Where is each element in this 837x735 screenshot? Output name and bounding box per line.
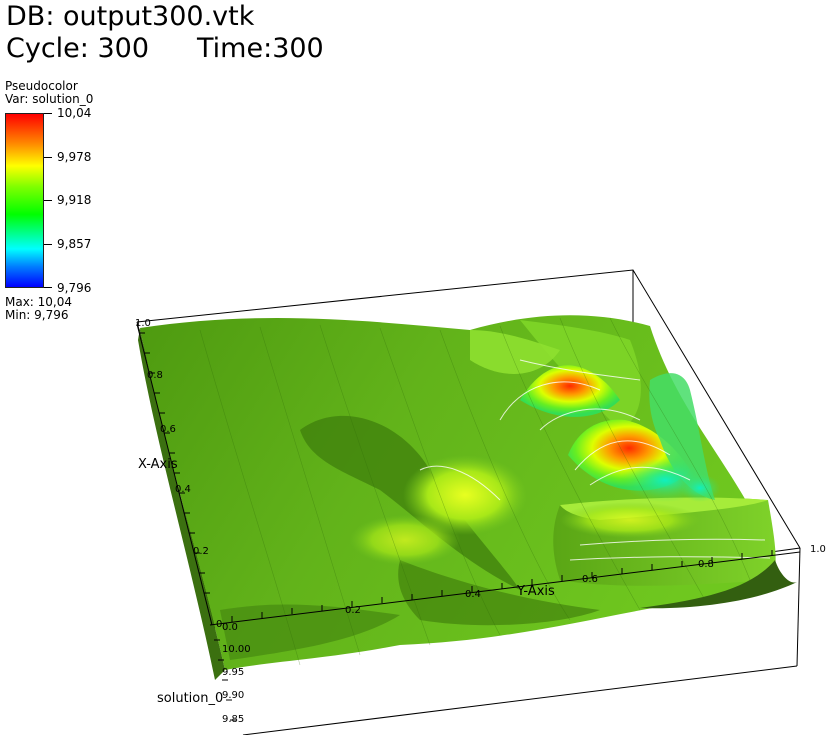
y-tick-label: 1.0	[810, 544, 826, 555]
x-axis-title: X-Axis	[138, 457, 178, 472]
z-tick-label: 9.95	[222, 667, 244, 678]
db-name-label: DB: output300.vtk	[6, 1, 255, 32]
legend-variable: Var: solution_0	[5, 92, 94, 106]
time-label: Time:300	[197, 33, 324, 64]
cycle-label: Cycle: 300	[6, 33, 150, 64]
z-tick-label: 9.85	[222, 714, 244, 725]
y-axis-ticks	[231, 550, 773, 622]
z-tick-label: 9.90	[222, 690, 244, 701]
y-tick-label: 0.2	[345, 605, 361, 616]
legend-tick-mark	[44, 200, 52, 201]
legend-tick-label: 9,978	[57, 150, 92, 164]
x-tick-label: 0.8	[147, 370, 163, 381]
z-tick-label: 10.00	[222, 644, 251, 655]
legend-plot-type: Pseudocolor	[5, 79, 78, 93]
legend-max-label: Max: 10,04	[5, 295, 73, 309]
y-tick-label: 0.6	[582, 574, 598, 585]
color-legend-bar	[5, 113, 44, 288]
x-tick-label: 1.0	[135, 318, 151, 329]
database-title: DB: output300.vtk	[6, 2, 254, 32]
y-tick-label: 0.0	[222, 622, 238, 633]
x-tick-label: 0.2	[193, 546, 209, 557]
legend-tick-mark	[44, 113, 52, 114]
z-axis-ticks	[214, 639, 236, 721]
x-tick-label: 0.6	[160, 424, 176, 435]
legend-min-label: Min: 9,796	[5, 308, 69, 322]
z-axis-title: solution_0	[157, 691, 223, 706]
legend-tick-label: 9,796	[57, 281, 92, 295]
x-tick-label: 0	[216, 619, 222, 630]
axis-lines	[136, 323, 801, 626]
legend-tick-mark	[44, 244, 52, 245]
legend-tick-mark	[44, 287, 52, 288]
legend-tick-mark	[44, 157, 52, 158]
legend-tick-label: 9,857	[57, 237, 92, 251]
x-axis-ticks	[139, 332, 210, 594]
legend-tick-label: 10,04	[57, 106, 92, 120]
legend-tick-label: 9,918	[57, 193, 92, 207]
pseudocolor-surface	[138, 315, 797, 680]
y-axis-title: Y-Axis	[516, 584, 555, 599]
y-tick-label: 0.4	[465, 589, 481, 600]
y-tick-label: 0.8	[698, 559, 714, 570]
cycle-time-line: Cycle: 300 Time:300	[6, 34, 324, 64]
x-tick-label: 0.4	[175, 484, 191, 495]
